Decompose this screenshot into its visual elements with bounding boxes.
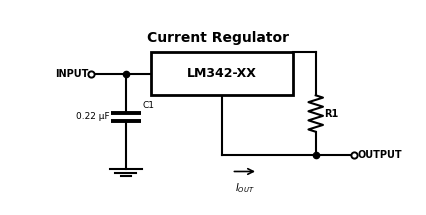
Text: $I_{OUT}$: $I_{OUT}$ <box>235 181 255 195</box>
Text: INPUT: INPUT <box>55 69 88 79</box>
FancyBboxPatch shape <box>151 52 293 95</box>
Text: LM342-XX: LM342-XX <box>187 67 256 80</box>
Text: R1: R1 <box>324 109 338 118</box>
Text: 0.22 μF: 0.22 μF <box>76 112 109 121</box>
Text: Current Regulator: Current Regulator <box>147 31 289 45</box>
Text: OUTPUT: OUTPUT <box>358 150 402 160</box>
Text: C1: C1 <box>142 101 154 110</box>
